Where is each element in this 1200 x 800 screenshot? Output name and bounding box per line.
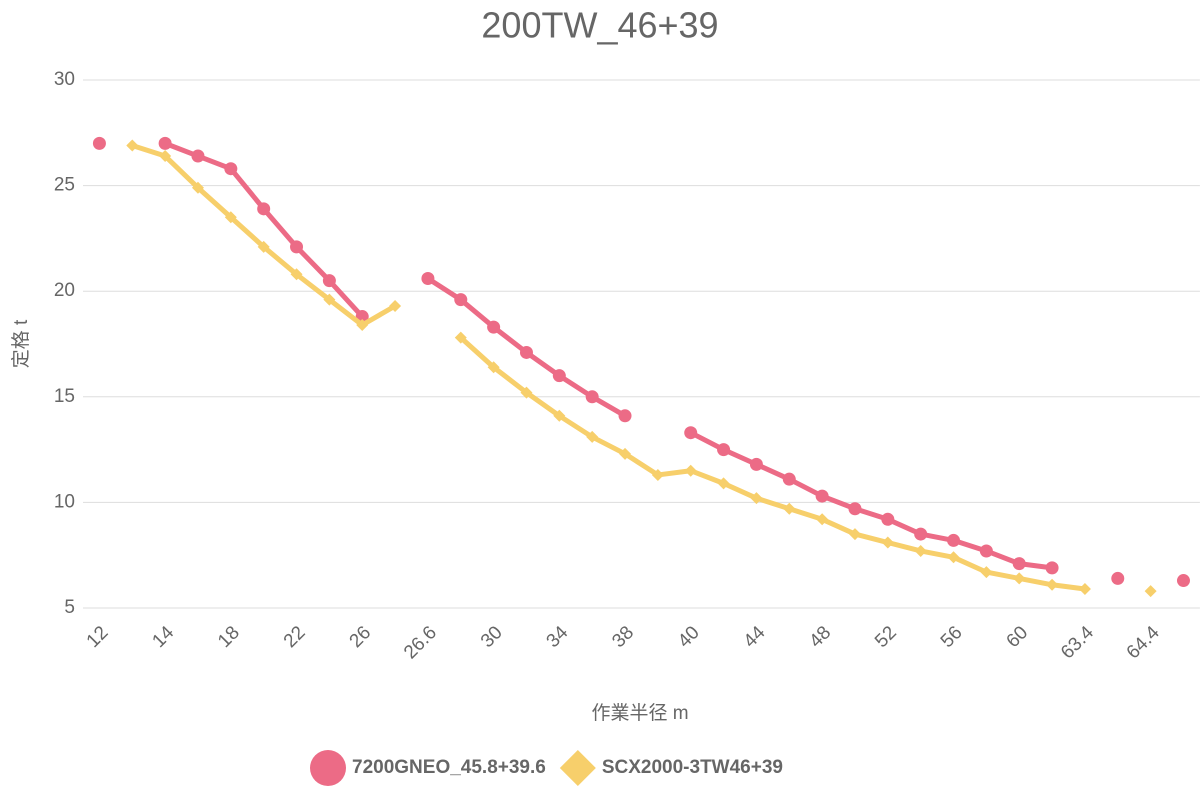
point [454,293,468,307]
x-tick-label: 64.4 [1123,622,1164,663]
y-tick-label: 25 [54,175,75,196]
point [191,149,205,163]
point [1078,582,1091,595]
x-tick-label: 14 [148,622,178,652]
legend-swatch [559,750,596,786]
point [881,512,895,526]
x-tick-label: 52 [871,622,901,652]
y-tick-label: 5 [64,597,75,618]
point [1045,561,1059,575]
point [323,293,336,306]
point [815,489,829,503]
legend-label: 7200GNEO_45.8+39.6 [352,757,546,778]
chart-title: 200TW_46+39 [481,5,718,46]
point [322,274,336,288]
point [914,527,928,541]
point [783,502,796,515]
x-tick-label: 60 [1003,622,1033,652]
legend-label: SCX2000-3TW46+39 [602,757,783,778]
point [980,566,993,579]
legend-swatch [310,750,346,786]
point [224,211,237,224]
point [717,477,730,490]
point [749,457,763,471]
x-tick-label: 48 [805,622,835,652]
y-tick-label: 15 [54,386,75,407]
point [487,320,501,334]
point [947,533,961,547]
point [290,268,303,281]
point [1176,574,1190,588]
y-tick-label: 20 [54,280,75,301]
x-tick-label: 63.4 [1057,622,1098,663]
series-line [132,145,1150,591]
point [421,272,435,286]
point [191,181,204,194]
point [947,551,960,564]
point [520,386,533,399]
point [684,426,698,440]
point [290,240,304,254]
point [651,468,664,481]
point [356,318,369,331]
y-axis-title: 定格 t [10,319,32,368]
point [553,409,566,422]
point [684,464,697,477]
point [979,544,993,558]
x-tick-label: 38 [608,622,638,652]
x-axis-title: 作業半径 m [591,702,688,724]
point [618,409,632,423]
point [717,443,731,457]
point [914,544,927,557]
point [519,345,533,359]
y-tick-label: 10 [54,491,75,512]
x-tick-label: 12 [83,622,113,652]
point [750,492,763,505]
series-line [165,143,1183,580]
point [126,139,139,152]
point [585,390,599,404]
point [389,299,402,312]
point [848,528,861,541]
point [1012,557,1026,571]
x-tick-label: 34 [543,622,573,652]
point [1046,578,1059,591]
point [224,162,238,176]
x-tick-label: 30 [477,622,507,652]
point [782,472,796,486]
point [158,136,172,150]
point [619,447,632,460]
point [1144,585,1157,598]
x-tick-label: 18 [214,622,244,652]
point [487,361,500,374]
x-tick-label: 40 [674,622,704,652]
point [586,430,599,443]
point [257,240,270,253]
point [816,513,829,526]
x-tick-label: 44 [740,622,770,652]
point [1013,572,1026,585]
point [881,536,894,549]
point [1111,571,1125,585]
x-tick-label: 26 [346,622,376,652]
point [159,150,172,163]
point [454,331,467,344]
point [848,502,862,516]
x-tick-label: 56 [937,622,967,652]
point [257,202,271,216]
x-tick-label: 22 [280,622,310,652]
x-tick-label: 26.6 [400,622,441,663]
y-tick-label: 30 [54,69,75,90]
point [92,136,106,150]
point [552,369,566,383]
